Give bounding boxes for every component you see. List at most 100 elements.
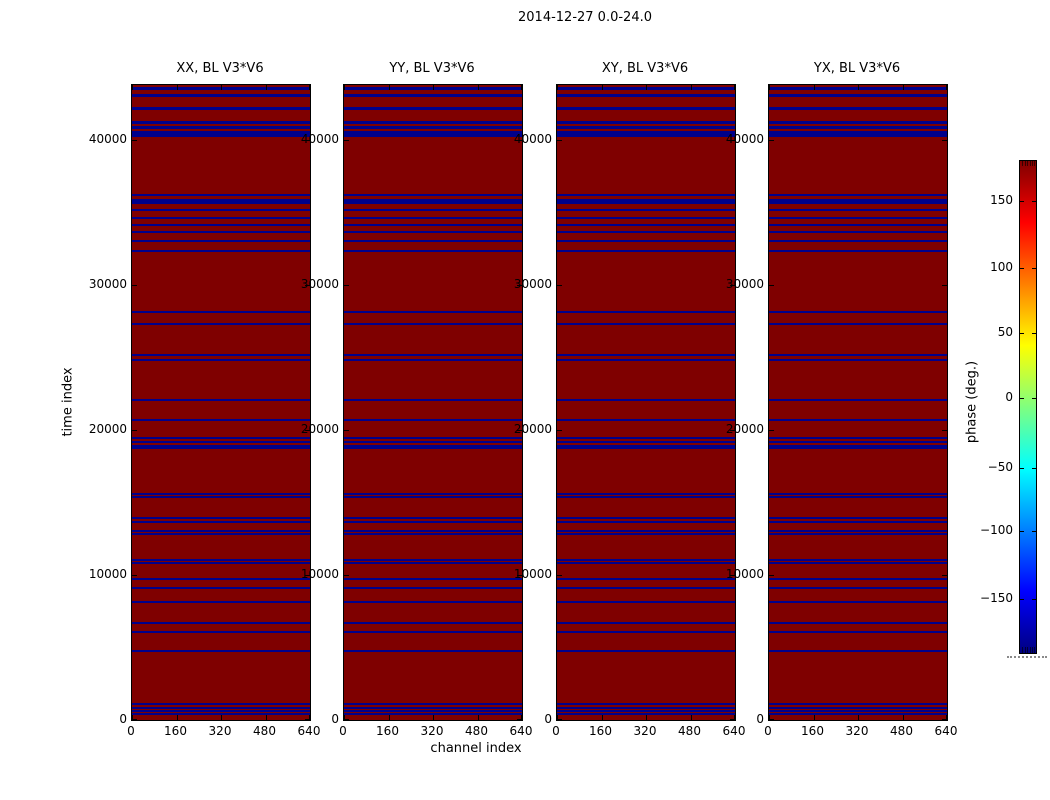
phase-stripe bbox=[344, 561, 522, 564]
panel-title-xy: XY, BL V3*V6 bbox=[601, 61, 689, 76]
phase-stripe bbox=[769, 532, 947, 535]
tick-mark bbox=[557, 575, 562, 577]
colorbar-tick-mark bbox=[1032, 333, 1036, 334]
phase-stripe bbox=[344, 441, 522, 444]
phase-stripe bbox=[769, 201, 947, 204]
colorbar-comb-mark bbox=[1034, 647, 1035, 653]
colorbar-tick-mark bbox=[1032, 530, 1036, 532]
panel-title-yy: YY, BL V3*V6 bbox=[389, 61, 475, 76]
phase-stripe bbox=[132, 530, 310, 533]
phase-stripe bbox=[769, 530, 947, 533]
tick-mark bbox=[942, 430, 947, 432]
phase-stripe bbox=[557, 709, 735, 712]
phase-stripe bbox=[132, 201, 310, 204]
phase-stripe bbox=[344, 621, 522, 624]
tick-mark bbox=[344, 575, 349, 577]
phase-stripe bbox=[769, 493, 947, 495]
x-tick-label: 480 bbox=[678, 724, 701, 738]
phase-stripe bbox=[132, 558, 310, 561]
tick-mark bbox=[132, 85, 133, 90]
tick-mark bbox=[433, 85, 434, 90]
tick-mark bbox=[858, 715, 859, 720]
phase-stripe bbox=[132, 709, 310, 712]
phase-stripe bbox=[344, 311, 522, 313]
panel-title-yx: YX, BL V3*V6 bbox=[813, 61, 901, 76]
tick-mark bbox=[557, 85, 558, 90]
tick-mark bbox=[769, 285, 774, 287]
tick-mark bbox=[176, 85, 178, 90]
tick-mark bbox=[221, 715, 222, 720]
y-tick-label: 0 bbox=[119, 712, 127, 726]
phase-stripe bbox=[132, 444, 310, 447]
phase-stripe bbox=[557, 436, 735, 439]
colorbar-tick-label: −150 bbox=[980, 590, 1013, 605]
phase-stripe bbox=[132, 713, 310, 716]
x-tick-label: 160 bbox=[164, 724, 187, 738]
heatmap-panel-xy bbox=[556, 84, 736, 721]
phase-stripe bbox=[557, 249, 735, 252]
tick-mark bbox=[344, 85, 345, 90]
tick-mark bbox=[305, 575, 310, 577]
tick-mark bbox=[813, 85, 815, 90]
phase-stripe bbox=[557, 578, 735, 581]
y-tick-label: 10000 bbox=[300, 567, 339, 582]
phase-stripe bbox=[557, 311, 735, 313]
phase-stripe bbox=[344, 359, 522, 362]
x-tick-label: 480 bbox=[890, 724, 913, 738]
x-axis-label: channel index bbox=[430, 741, 522, 756]
phase-stripe bbox=[557, 106, 735, 110]
phase-stripe bbox=[769, 447, 947, 450]
tick-mark bbox=[388, 715, 390, 720]
y-axis-label: time index bbox=[60, 367, 76, 437]
colorbar-comb-mark bbox=[1029, 161, 1031, 166]
x-tick-label: 320 bbox=[420, 724, 444, 738]
tick-mark bbox=[942, 285, 947, 287]
tick-mark bbox=[221, 85, 222, 90]
phase-stripe bbox=[557, 444, 735, 447]
y-tick-label: 10000 bbox=[725, 567, 764, 582]
phase-stripe bbox=[344, 447, 522, 450]
y-tick-label: 0 bbox=[544, 712, 552, 726]
phase-stripe bbox=[344, 601, 522, 604]
phase-stripe bbox=[557, 630, 735, 633]
y-tick-label: 30000 bbox=[88, 277, 127, 292]
tick-mark bbox=[769, 719, 774, 720]
tick-mark bbox=[813, 715, 815, 720]
tick-mark bbox=[176, 715, 178, 720]
phase-stripe bbox=[769, 106, 947, 110]
x-tick-label: 320 bbox=[633, 724, 657, 738]
phase-stripe bbox=[344, 521, 522, 523]
tick-mark bbox=[646, 715, 647, 720]
tick-mark bbox=[557, 140, 562, 142]
tick-mark bbox=[521, 715, 522, 720]
phase-stripe bbox=[132, 130, 310, 134]
colorbar-tick-mark bbox=[1020, 268, 1024, 269]
phase-stripe bbox=[344, 93, 522, 97]
colorbar bbox=[1019, 160, 1037, 654]
phase-stripe bbox=[132, 231, 310, 233]
phase-stripe bbox=[769, 496, 947, 499]
tick-mark bbox=[557, 715, 558, 720]
colorbar-comb-mark bbox=[1022, 647, 1023, 653]
phase-stripe bbox=[769, 621, 947, 624]
phase-stripe bbox=[344, 578, 522, 581]
phase-stripe bbox=[769, 649, 947, 652]
phase-stripe bbox=[557, 713, 735, 716]
colorbar-comb-mark bbox=[1024, 161, 1026, 166]
tick-mark bbox=[769, 140, 774, 142]
phase-stripe bbox=[557, 240, 735, 243]
tick-mark bbox=[730, 430, 735, 432]
tick-mark bbox=[730, 575, 735, 577]
phase-stripe bbox=[132, 706, 310, 709]
phase-stripe bbox=[557, 558, 735, 561]
phase-stripe bbox=[132, 517, 310, 519]
phase-stripe bbox=[557, 130, 735, 134]
y-tick-label: 20000 bbox=[88, 422, 127, 437]
phase-stripe bbox=[132, 93, 310, 97]
x-tick-label: 160 bbox=[589, 724, 612, 738]
phase-stripe bbox=[132, 399, 310, 402]
phase-stripe bbox=[557, 447, 735, 450]
x-tick-label: 320 bbox=[208, 724, 232, 738]
phase-stripe bbox=[344, 706, 522, 709]
colorbar-tick-mark bbox=[1032, 200, 1036, 202]
